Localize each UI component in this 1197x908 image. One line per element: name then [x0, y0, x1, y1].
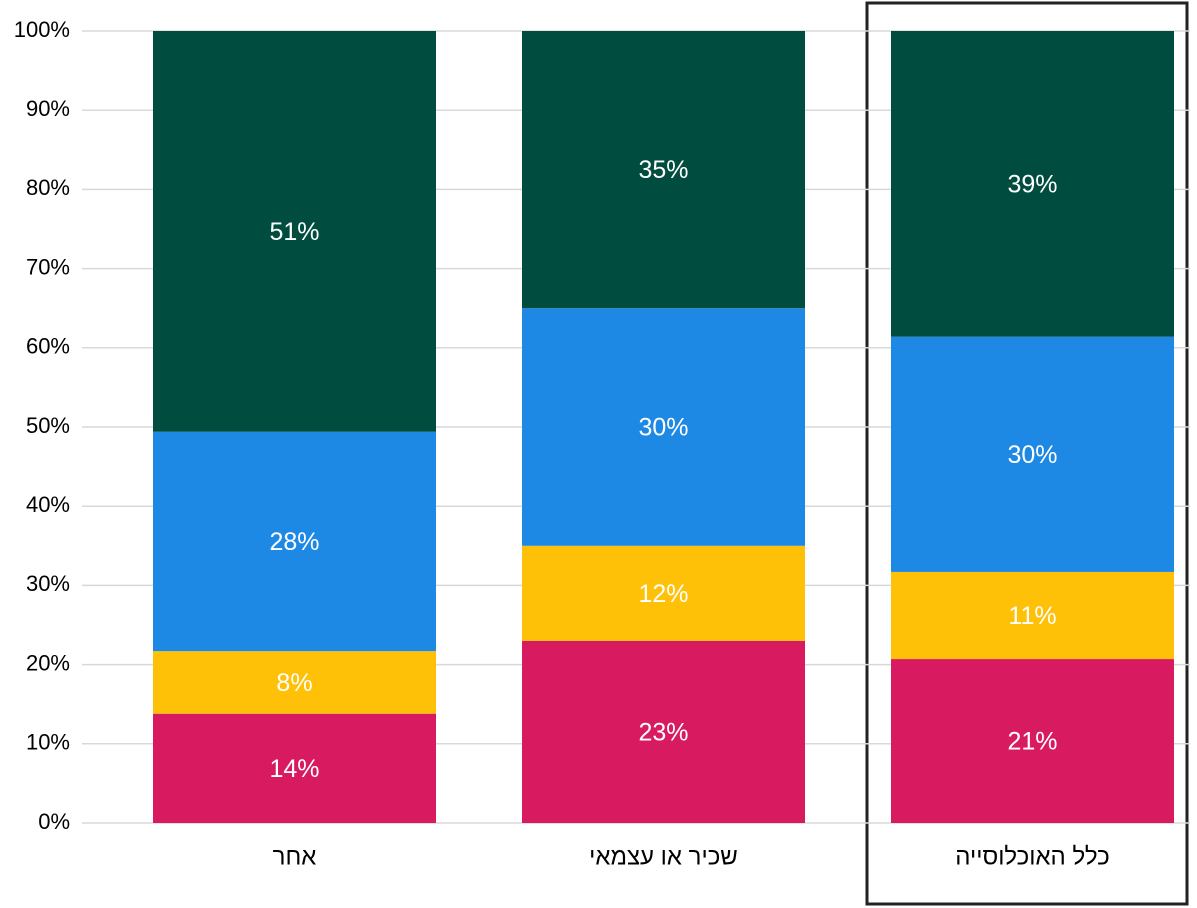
y-tick-label: 70% — [26, 254, 70, 279]
y-tick-label: 0% — [38, 809, 70, 834]
bar-segment — [153, 713, 436, 823]
highlight-box — [865, 1, 1189, 906]
y-tick-label: 30% — [26, 571, 70, 596]
y-tick-label: 100% — [14, 17, 70, 42]
y-tick-label: 40% — [26, 492, 70, 517]
y-tick-label: 60% — [26, 334, 70, 359]
data-label: 28% — [269, 528, 319, 556]
bar-segment — [522, 308, 805, 546]
x-tick-label: שכיר או עצמאי — [589, 843, 738, 870]
bar-segment — [153, 431, 436, 652]
x-tick-label: כלל האוכלוסייה — [955, 843, 1110, 870]
bar-segment — [891, 659, 1174, 823]
data-label: 30% — [1007, 441, 1057, 469]
data-label: 12% — [638, 580, 688, 608]
bar-segment — [522, 640, 805, 823]
bar-segment — [891, 571, 1174, 660]
y-tick-label: 20% — [26, 650, 70, 675]
data-label: 8% — [276, 669, 312, 697]
bar-segment — [891, 31, 1174, 337]
data-label: 23% — [638, 719, 688, 747]
data-label: 39% — [1007, 170, 1057, 198]
bar-segment — [153, 651, 436, 714]
data-label: 21% — [1007, 728, 1057, 756]
y-tick-label: 50% — [26, 413, 70, 438]
data-label: 35% — [638, 156, 688, 184]
y-tick-label: 80% — [26, 175, 70, 200]
x-tick-label: אחר — [273, 843, 317, 870]
bar-segment — [891, 336, 1174, 572]
bar-segment — [153, 31, 436, 432]
y-tick-label: 10% — [26, 730, 70, 755]
data-label: 30% — [638, 414, 688, 442]
data-label: 14% — [269, 755, 319, 783]
y-tick-label: 90% — [26, 96, 70, 121]
data-label: 11% — [1008, 602, 1056, 630]
bar-segment — [522, 545, 805, 641]
bar-segment — [522, 31, 805, 309]
data-label: 51% — [269, 218, 319, 246]
